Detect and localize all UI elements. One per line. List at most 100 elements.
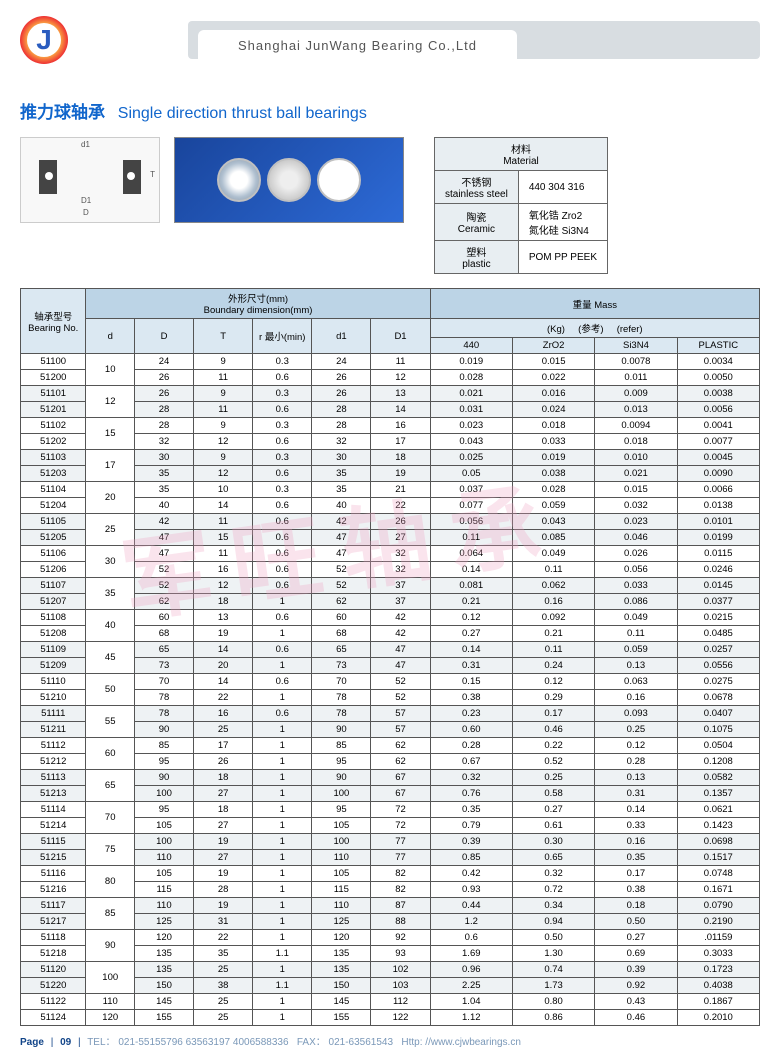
- cell-d: 20: [86, 482, 135, 514]
- hdr-mass: 重量 Mass: [430, 289, 759, 319]
- header-tabstrip: Shanghai JunWang Bearing Co.,Ltd: [188, 21, 760, 59]
- table-row: 51103173090.330180.0250.0190.0100.0045: [21, 450, 760, 466]
- cell-bearing-no: 51220: [21, 978, 86, 994]
- cell-d: 80: [86, 866, 135, 898]
- title-cn: 推力球轴承: [20, 103, 105, 122]
- company-name-tab: Shanghai JunWang Bearing Co.,Ltd: [198, 30, 517, 59]
- cell-bearing-no: 51110: [21, 674, 86, 690]
- table-row: 51101122690.326130.0210.0160.0090.0038: [21, 386, 760, 402]
- cell-d: 50: [86, 674, 135, 706]
- dimension-diagram: d1 D D1 T: [20, 137, 160, 223]
- cell-bearing-no: 51205: [21, 530, 86, 546]
- cell-d: 120: [86, 1010, 135, 1026]
- cell-bearing-no: 51101: [21, 386, 86, 402]
- cell-d: 100: [86, 962, 135, 994]
- title-en: Single direction thrust ball bearings: [118, 105, 367, 122]
- page-footer: Page | 09 | TEL： 021-55155796 63563197 4…: [20, 1033, 760, 1048]
- cell-d: 40: [86, 610, 135, 642]
- cell-bearing-no: 51117: [21, 898, 86, 914]
- cell-bearing-no: 51211: [21, 722, 86, 738]
- cell-d: 12: [86, 386, 135, 418]
- cell-bearing-no: 51102: [21, 418, 86, 434]
- table-row: 511105070140.670520.150.120.0630.0275: [21, 674, 760, 690]
- cell-bearing-no: 51111: [21, 706, 86, 722]
- table-row: 511073552120.652370.0810.0620.0330.0145: [21, 578, 760, 594]
- material-value: 440 304 316: [518, 171, 607, 204]
- cell-bearing-no: 51210: [21, 690, 86, 706]
- cell-bearing-no: 51200: [21, 370, 86, 386]
- cell-bearing-no: 51106: [21, 546, 86, 562]
- table-row: 51113659018190670.320.250.130.0582: [21, 770, 760, 786]
- cell-bearing-no: 51124: [21, 1010, 86, 1026]
- cell-bearing-no: 51202: [21, 434, 86, 450]
- cell-bearing-no: 51105: [21, 514, 86, 530]
- cell-bearing-no: 51217: [21, 914, 86, 930]
- cell-bearing-no: 51112: [21, 738, 86, 754]
- table-row: 511241201552511551221.120.860.460.2010: [21, 1010, 760, 1026]
- table-row: 5111785110191110870.440.340.180.0790: [21, 898, 760, 914]
- cell-d: 35: [86, 578, 135, 610]
- table-row: 5111575100191100770.390.300.160.0698: [21, 834, 760, 850]
- table-body: 51100102490.324110.0190.0150.00780.00345…: [21, 354, 760, 1026]
- cell-bearing-no: 51122: [21, 994, 86, 1010]
- table-row: 511094565140.665470.140.110.0590.0257: [21, 642, 760, 658]
- table-row: 511042035100.335210.0370.0280.0150.0066: [21, 482, 760, 498]
- table-row: 5111680105191105820.420.320.170.0748: [21, 866, 760, 882]
- material-value: 氧化锆 Zro2 氮化硅 Si3N4: [518, 204, 607, 241]
- cell-bearing-no: 51212: [21, 754, 86, 770]
- cell-bearing-no: 51218: [21, 946, 86, 962]
- cell-bearing-no: 51115: [21, 834, 86, 850]
- table-row: 511063047110.647320.0640.0490.0260.0115: [21, 546, 760, 562]
- cell-d: 65: [86, 770, 135, 802]
- cell-bearing-no: 51215: [21, 850, 86, 866]
- table-row: 51100102490.324110.0190.0150.00780.0034: [21, 354, 760, 370]
- cell-d: 90: [86, 930, 135, 962]
- cell-d: 25: [86, 514, 135, 546]
- cell-bearing-no: 51104: [21, 482, 86, 498]
- material-header: 材料 Material: [435, 138, 608, 171]
- cell-d: 85: [86, 898, 135, 930]
- logo-letter: J: [27, 23, 61, 57]
- cell-bearing-no: 51207: [21, 594, 86, 610]
- cell-bearing-no: 51201: [21, 402, 86, 418]
- cell-bearing-no: 51209: [21, 658, 86, 674]
- cell-bearing-no: 51203: [21, 466, 86, 482]
- table-row: 5111890120221120920.60.500.27.01159: [21, 930, 760, 946]
- cell-bearing-no: 51114: [21, 802, 86, 818]
- table-row: 51112608517185620.280.220.120.0504: [21, 738, 760, 754]
- cell-d: 110: [86, 994, 135, 1010]
- cell-bearing-no: 51216: [21, 882, 86, 898]
- cell-bearing-no: 51120: [21, 962, 86, 978]
- material-value: POM PP PEEK: [518, 241, 607, 274]
- cell-bearing-no: 51108: [21, 610, 86, 626]
- cell-d: 45: [86, 642, 135, 674]
- material-label: 塑料plastic: [435, 241, 519, 274]
- cell-bearing-no: 51113: [21, 770, 86, 786]
- table-row: 51114709518195720.350.270.140.0621: [21, 802, 760, 818]
- cell-bearing-no: 51116: [21, 866, 86, 882]
- cell-bearing-no: 51100: [21, 354, 86, 370]
- table-row: 511084060130.660420.120.0920.0490.0215: [21, 610, 760, 626]
- table-row: 511201001352511351020.960.740.390.1723: [21, 962, 760, 978]
- cell-bearing-no: 51103: [21, 450, 86, 466]
- product-photo: [174, 137, 404, 223]
- table-row: 51102152890.328160.0230.0180.00940.0041: [21, 418, 760, 434]
- table-header: 轴承型号 Bearing No. 外形尺寸(mm) Boundary dimen…: [21, 289, 760, 354]
- material-label: 不锈钢stainless steel: [435, 171, 519, 204]
- table-row: 511115578160.678570.230.170.0930.0407: [21, 706, 760, 722]
- cell-d: 15: [86, 418, 135, 450]
- hdr-mass-sub: (Kg) (参考) (refer): [430, 319, 759, 338]
- cell-d: 55: [86, 706, 135, 738]
- table-row: 511221101452511451121.040.800.430.1867: [21, 994, 760, 1010]
- material-table: 材料 Material 不锈钢stainless steel440 304 31…: [434, 137, 608, 274]
- cell-bearing-no: 51204: [21, 498, 86, 514]
- cell-d: 10: [86, 354, 135, 386]
- cell-bearing-no: 51118: [21, 930, 86, 946]
- table-row: 511052542110.642260.0560.0430.0230.0101: [21, 514, 760, 530]
- hdr-bearing-no: 轴承型号 Bearing No.: [21, 289, 86, 354]
- company-logo: J: [20, 16, 68, 64]
- cell-d: 70: [86, 802, 135, 834]
- cell-d: 17: [86, 450, 135, 482]
- bearing-data-table: 轴承型号 Bearing No. 外形尺寸(mm) Boundary dimen…: [20, 288, 760, 1026]
- cell-d: 60: [86, 738, 135, 770]
